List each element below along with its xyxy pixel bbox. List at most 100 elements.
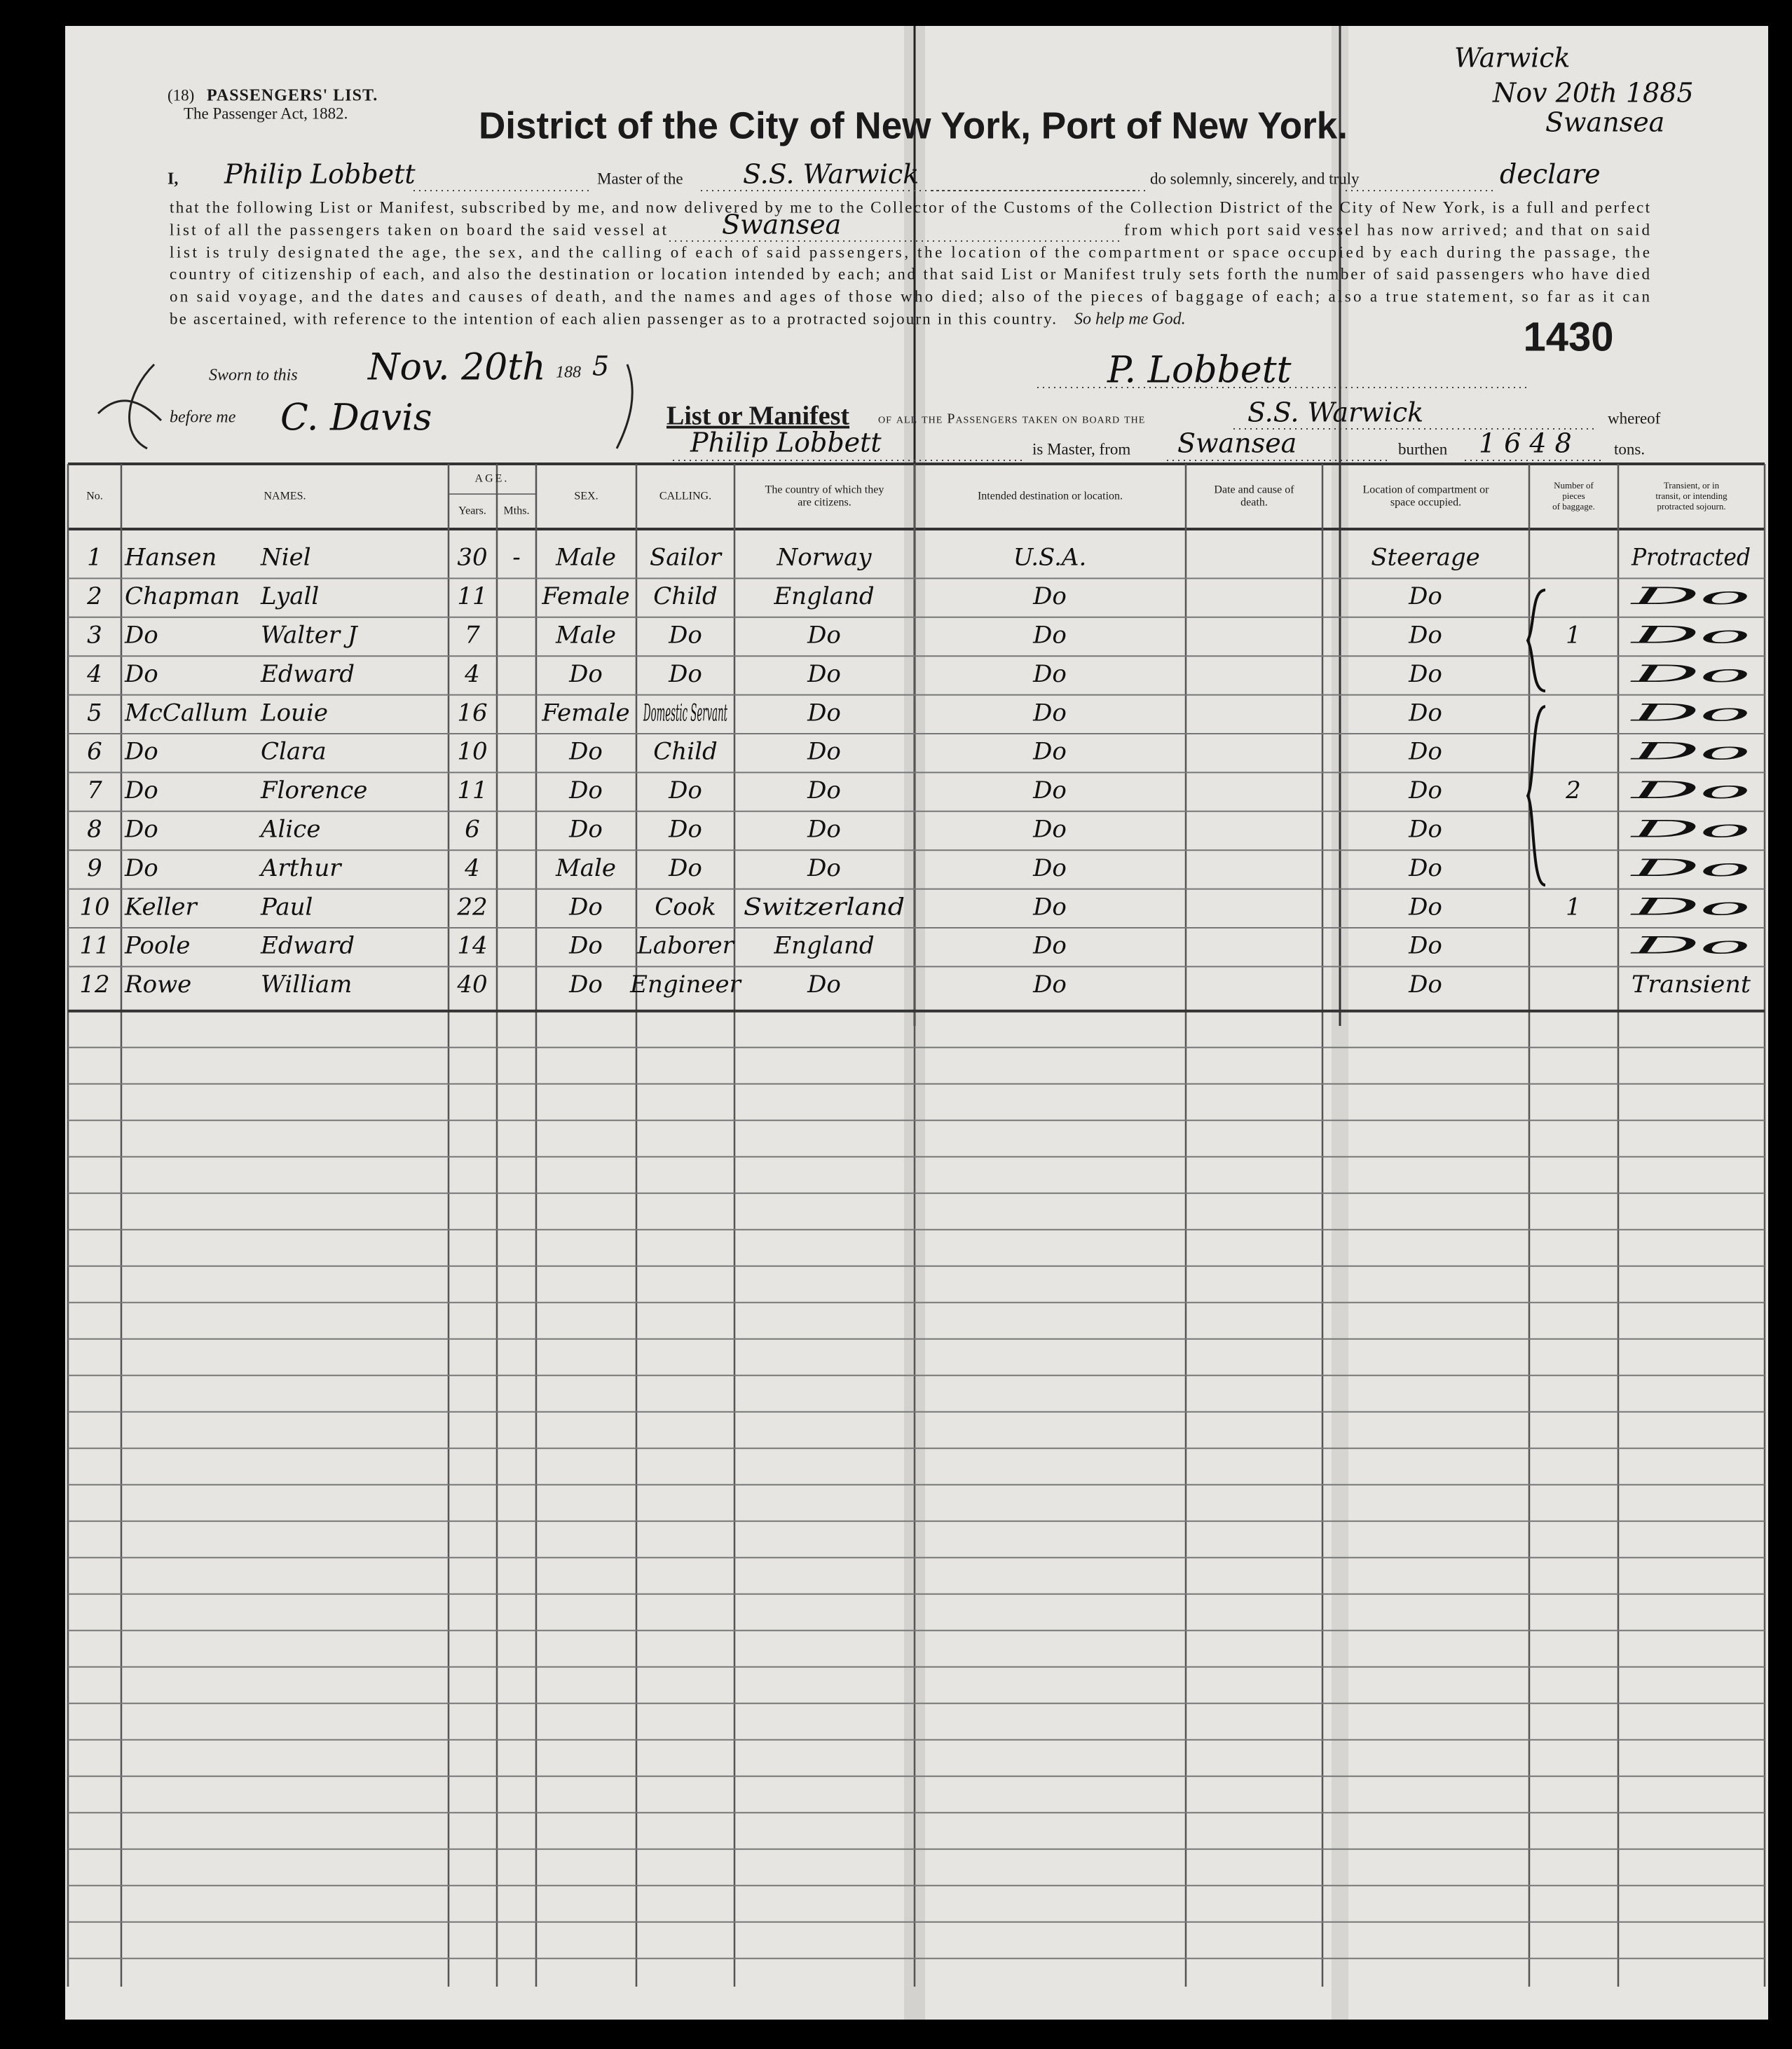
signature: P. Lobbett — [1107, 350, 1292, 392]
country: Do — [807, 738, 841, 766]
destination: Do — [1032, 699, 1067, 727]
surname: Hansen — [124, 544, 217, 572]
annotation: Swansea — [1545, 107, 1664, 138]
country: Do — [807, 971, 841, 999]
baggage: 1 — [1566, 622, 1581, 650]
compartment: Do — [1408, 893, 1442, 921]
row-number: 1 — [87, 544, 102, 572]
sex: Do — [568, 776, 603, 804]
baggage: 2 — [1565, 776, 1581, 804]
column-header: Years. — [458, 505, 486, 517]
calling: Cook — [655, 893, 716, 921]
column-header: NAMES. — [264, 491, 306, 502]
before-me: before me — [170, 409, 236, 427]
oath-text: from which port said vessel has now arri… — [1124, 221, 1650, 238]
row-number: 8 — [87, 816, 102, 844]
country: Do — [807, 776, 841, 804]
transient: Do — [1629, 582, 1751, 610]
age-years: 40 — [456, 971, 487, 999]
oath-text: on said voyage, and the dates and causes… — [170, 287, 1650, 305]
row-number: 10 — [79, 893, 109, 921]
destination: Do — [1032, 932, 1067, 960]
title: District of the City of New York, Port o… — [479, 104, 1348, 146]
manifest-text: tons. — [1614, 440, 1645, 458]
transient: Do — [1629, 738, 1751, 766]
brace — [1526, 705, 1546, 887]
column-header: Date and cause of — [1214, 484, 1294, 496]
transient: Do — [1629, 854, 1751, 882]
manifest-text: whereof — [1608, 409, 1661, 427]
given-name: William — [261, 971, 352, 999]
sex: Do — [568, 738, 603, 766]
given-name: Florence — [260, 776, 367, 804]
transient: Do — [1629, 660, 1751, 688]
country: Norway — [776, 544, 872, 572]
manifest-heading: List or Manifest — [666, 402, 849, 431]
sworn-year-digit: 5 — [592, 351, 609, 382]
destination: Do — [1032, 582, 1067, 610]
country: England — [773, 932, 874, 960]
compartment: Do — [1408, 854, 1442, 882]
given-name: Alice — [259, 816, 320, 844]
compartment: Steerage — [1371, 544, 1480, 572]
surname: Do — [124, 854, 158, 882]
transient: Do — [1629, 816, 1751, 844]
compartment: Do — [1408, 932, 1442, 960]
oath-closing: So help me God. — [1074, 310, 1186, 329]
surname: Poole — [124, 932, 190, 960]
age-years: 16 — [457, 699, 487, 727]
column-header: death. — [1240, 497, 1268, 509]
compartment: Do — [1408, 699, 1442, 727]
port-name: Swansea — [722, 210, 841, 240]
oath-text: country of citizenship of each, and also… — [170, 265, 1650, 282]
compartment: Do — [1408, 582, 1442, 610]
given-name: Walter J — [261, 622, 359, 650]
column-header: protracted sojourn. — [1657, 501, 1725, 512]
surname: Do — [124, 738, 158, 766]
column-header: Mths. — [504, 505, 530, 517]
column-header: pieces — [1562, 491, 1585, 501]
sex: Do — [568, 816, 603, 844]
oath-text: do solemnly, sincerely, and truly — [1150, 170, 1360, 187]
row-number: 11 — [79, 932, 109, 960]
given-name: Clara — [261, 738, 327, 766]
form-title: PASSENGERS' LIST. — [207, 87, 378, 105]
row-number: 6 — [87, 738, 102, 766]
compartment: Do — [1408, 776, 1442, 804]
column-header: of baggage. — [1552, 501, 1595, 512]
age-years: 22 — [456, 893, 487, 921]
manifest-master: Philip Lobbett — [690, 427, 882, 458]
sex: Do — [568, 893, 603, 921]
destination: Do — [1032, 738, 1067, 766]
compartment: Do — [1408, 660, 1442, 688]
calling: Sailor — [650, 544, 723, 572]
master-name: Philip Lobbett — [224, 159, 416, 190]
transient: Do — [1629, 776, 1751, 804]
sex: Male — [555, 544, 616, 572]
transient: Do — [1629, 893, 1751, 921]
act: The Passenger Act, 1882. — [184, 104, 348, 122]
column-header: transit, or intending — [1655, 491, 1728, 501]
transient: Transient — [1632, 971, 1751, 999]
column-header: Location of compartment or — [1363, 484, 1490, 496]
surname: Do — [124, 622, 158, 650]
destination: Do — [1032, 622, 1067, 650]
column-header: space occupied. — [1390, 497, 1461, 509]
sex: Female — [541, 582, 629, 610]
vessel-name: S.S. Warwick — [743, 159, 919, 190]
country: Do — [807, 816, 841, 844]
given-name: Niel — [260, 544, 311, 572]
age-years: 6 — [465, 816, 480, 844]
age-years: 4 — [464, 854, 480, 882]
oath-text: Master of the — [597, 170, 683, 187]
manifest-vessel: S.S. Warwick — [1247, 397, 1423, 428]
oath-pronoun: I, — [167, 170, 178, 189]
calling: Domestic Servant — [643, 699, 728, 727]
compartment: Do — [1408, 738, 1442, 766]
brace — [1526, 589, 1546, 693]
surname: McCallum — [124, 699, 248, 727]
oath-text: list of all the passengers taken on boar… — [170, 221, 667, 238]
calling: Do — [668, 622, 702, 650]
